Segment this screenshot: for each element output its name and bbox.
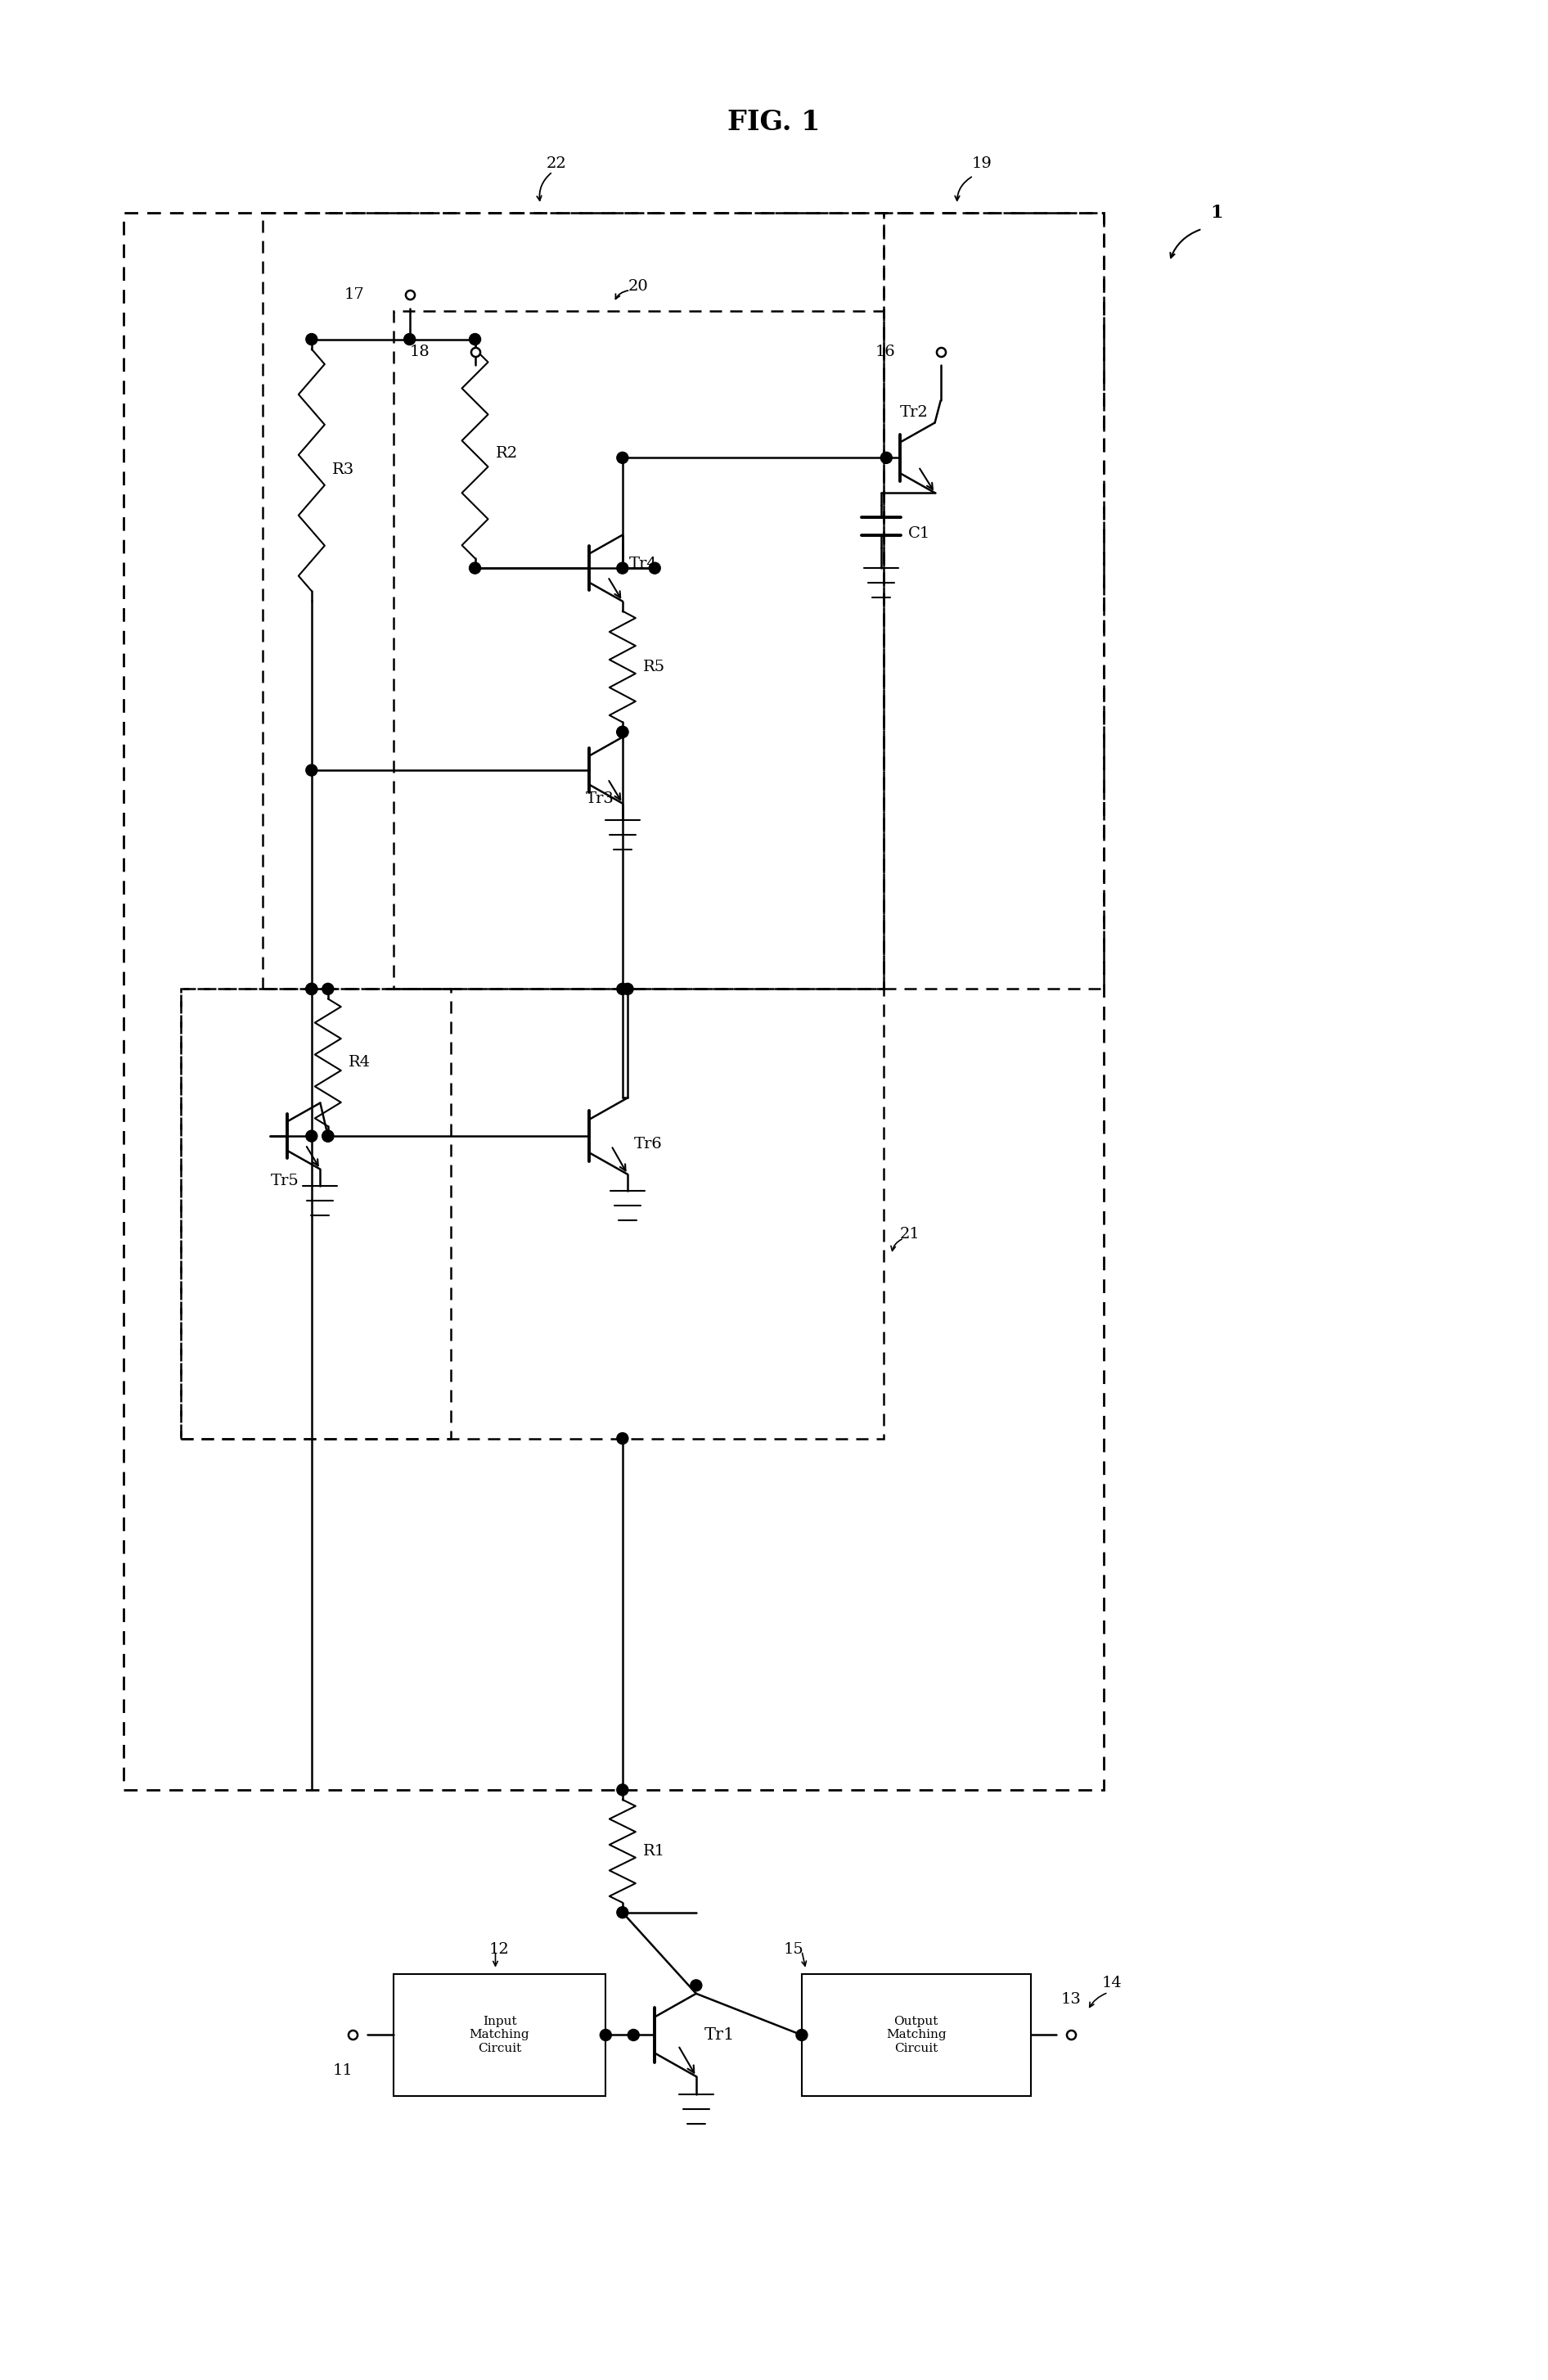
Text: 1: 1 (1211, 205, 1223, 221)
Circle shape (616, 1433, 628, 1445)
Bar (393, 312, 884, 990)
Circle shape (616, 1906, 628, 1918)
Text: 20: 20 (628, 278, 649, 293)
Circle shape (622, 983, 633, 995)
Circle shape (690, 1980, 701, 1992)
Bar (263, 212, 884, 990)
Circle shape (649, 562, 661, 574)
Text: R5: R5 (642, 659, 666, 674)
Text: R1: R1 (642, 1845, 666, 1859)
Bar (124, 212, 1104, 1790)
Circle shape (404, 333, 415, 345)
Text: Tr5: Tr5 (271, 1173, 299, 1188)
Text: 18: 18 (410, 345, 430, 359)
Circle shape (307, 983, 317, 995)
Circle shape (322, 1130, 334, 1142)
Circle shape (881, 452, 892, 464)
Text: 12: 12 (489, 1942, 509, 1956)
Circle shape (307, 764, 317, 776)
Circle shape (307, 333, 317, 345)
Text: 11: 11 (333, 2063, 353, 2078)
Text: Input
Matching
Circuit: Input Matching Circuit (469, 2016, 529, 2054)
Text: 13: 13 (1062, 1992, 1082, 2006)
Text: Output
Matching
Circuit: Output Matching Circuit (885, 2016, 946, 2054)
Text: Tr3: Tr3 (585, 793, 615, 807)
Bar (884, 212, 1104, 990)
Circle shape (616, 452, 628, 464)
Circle shape (307, 1130, 317, 1142)
Circle shape (616, 562, 628, 574)
Text: R4: R4 (348, 1054, 370, 1071)
Circle shape (628, 2030, 639, 2040)
Text: Tr1: Tr1 (704, 2028, 735, 2042)
Circle shape (616, 1785, 628, 1795)
Text: FIG. 1: FIG. 1 (728, 109, 820, 136)
Bar (181, 990, 450, 1438)
Circle shape (322, 983, 334, 995)
Bar (393, 1973, 605, 2097)
Text: R3: R3 (331, 462, 354, 478)
Circle shape (469, 562, 481, 574)
Circle shape (469, 333, 481, 345)
Text: Tr4: Tr4 (628, 557, 658, 571)
Text: 22: 22 (546, 157, 567, 171)
Text: C1: C1 (909, 526, 930, 540)
Text: Tr2: Tr2 (899, 405, 929, 421)
Text: 16: 16 (876, 345, 896, 359)
Circle shape (616, 726, 628, 738)
Bar (802, 1973, 1031, 2097)
Circle shape (307, 983, 317, 995)
Text: R2: R2 (495, 447, 517, 462)
Text: 14: 14 (1102, 1975, 1122, 1990)
Text: 21: 21 (899, 1226, 920, 1242)
Text: Tr6: Tr6 (635, 1138, 663, 1152)
Circle shape (616, 983, 628, 995)
Circle shape (616, 726, 628, 738)
Circle shape (322, 1130, 334, 1142)
Text: 19: 19 (971, 157, 992, 171)
Bar (181, 990, 884, 1438)
Circle shape (601, 2030, 611, 2040)
Circle shape (796, 2030, 808, 2040)
Text: 15: 15 (783, 1942, 803, 1956)
Text: 17: 17 (345, 288, 365, 302)
